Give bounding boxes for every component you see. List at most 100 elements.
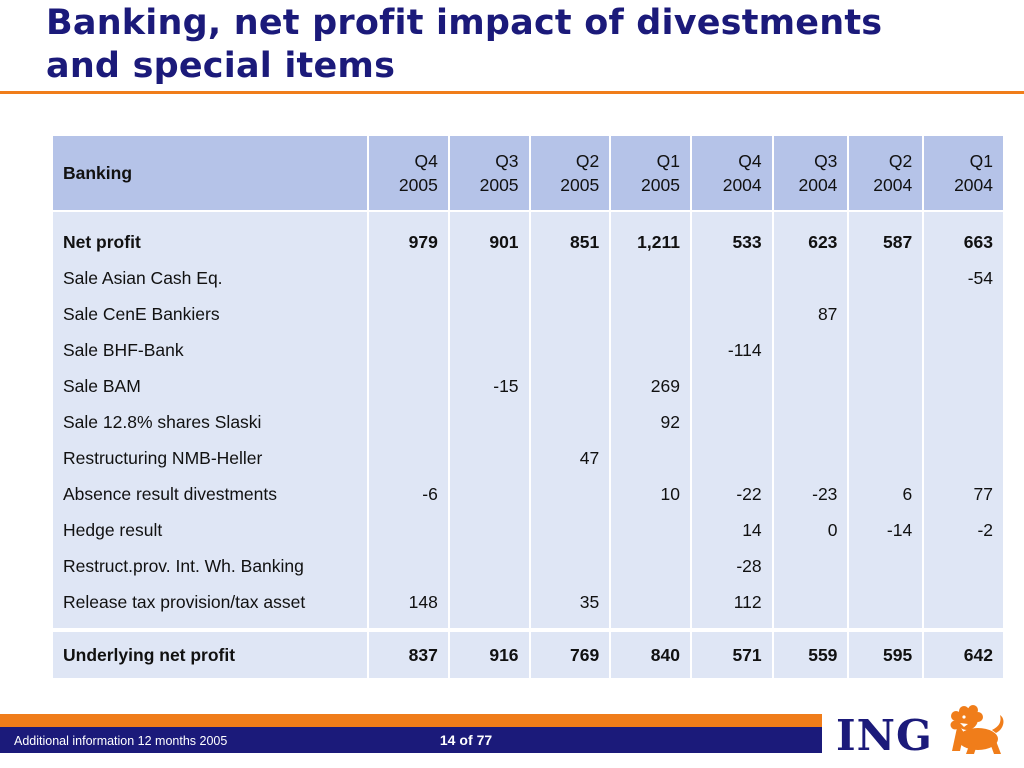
row-value: -28 — [691, 548, 772, 584]
table-row: Sale BHF-Bank -114 — [53, 332, 1003, 368]
row-value: -2 — [924, 512, 1003, 548]
row-value — [924, 296, 1003, 332]
page-number: 14 of 77 — [420, 732, 512, 748]
row-value — [369, 260, 448, 296]
row-value — [369, 332, 448, 368]
page-current: 14 — [439, 732, 456, 748]
row-value — [924, 584, 1003, 628]
title-divider — [0, 91, 1024, 94]
row-value: 87 — [773, 296, 848, 332]
row-value — [611, 548, 690, 584]
table-row: Hedge result 14 0 -14 -2 — [53, 512, 1003, 548]
row-value — [773, 368, 848, 404]
column-year: 2004 — [873, 175, 913, 195]
footer-accent-bar — [0, 714, 822, 727]
column-quarter: Q4 — [738, 151, 762, 171]
row-value — [449, 260, 529, 296]
table-row: Sale CenE Bankiers 87 — [53, 296, 1003, 332]
row-value: 979 — [369, 212, 448, 260]
row-label: Hedge result — [53, 512, 368, 548]
row-value: 92 — [611, 404, 690, 440]
footer-bar — [0, 727, 822, 753]
row-value: 916 — [449, 632, 529, 678]
row-value — [691, 368, 772, 404]
row-value: -15 — [449, 368, 529, 404]
row-value — [691, 404, 772, 440]
row-value — [530, 296, 610, 332]
column-year: 2004 — [954, 175, 993, 195]
row-value — [773, 584, 848, 628]
row-value — [924, 332, 1003, 368]
row-value — [369, 296, 448, 332]
row-label: Absence result divestments — [53, 476, 368, 512]
row-label: Restructuring NMB-Heller — [53, 440, 368, 476]
column-header: Q2 2005 — [530, 136, 610, 212]
column-quarter: Q3 — [814, 151, 838, 171]
column-quarter: Q2 — [888, 151, 913, 171]
row-value — [449, 332, 529, 368]
row-value — [530, 476, 610, 512]
row-value — [849, 296, 923, 332]
column-header: Q1 2004 — [924, 136, 1003, 212]
row-value — [449, 404, 529, 440]
table-row: Sale BAM -15 269 — [53, 368, 1003, 404]
row-value — [924, 548, 1003, 584]
row-value — [369, 440, 448, 476]
row-label: Underlying net profit — [53, 632, 368, 678]
row-value — [924, 368, 1003, 404]
column-year: 2005 — [479, 175, 519, 195]
column-header: Q3 2005 — [449, 136, 529, 212]
column-quarter: Q1 — [969, 151, 993, 171]
row-value: 769 — [530, 632, 610, 678]
column-quarter: Q2 — [575, 151, 600, 171]
row-value — [849, 260, 923, 296]
row-value: 533 — [691, 212, 772, 260]
row-label: Sale CenE Bankiers — [53, 296, 368, 332]
row-value — [611, 332, 690, 368]
page-total: 77 — [476, 732, 493, 748]
row-value — [369, 548, 448, 584]
table-row: Net profit 979 901 851 1,211 533 623 587 663 — [53, 212, 1003, 260]
row-label: Restruct.prov. Int. Wh. Banking — [53, 548, 368, 584]
column-quarter: Q4 — [414, 151, 438, 171]
column-year: 2005 — [641, 175, 680, 195]
row-value — [449, 584, 529, 628]
table-body: Net profit 979 901 851 1,211 533 623 587 663 Sale… — [53, 212, 1003, 678]
row-value: 269 — [611, 368, 690, 404]
row-value: 851 — [530, 212, 610, 260]
row-value: 663 — [924, 212, 1003, 260]
row-value — [369, 404, 448, 440]
row-value: 47 — [530, 440, 610, 476]
row-value — [924, 404, 1003, 440]
row-value: 10 — [611, 476, 690, 512]
row-value — [530, 368, 610, 404]
row-value — [369, 512, 448, 548]
row-value — [691, 260, 772, 296]
row-value — [369, 368, 448, 404]
row-value: 77 — [924, 476, 1003, 512]
row-value — [530, 512, 610, 548]
table-row: Absence result divestments -6 10 -22 -23 6 77 — [53, 476, 1003, 512]
row-value: -6 — [369, 476, 448, 512]
separator-cell — [53, 628, 1003, 632]
row-value: -54 — [924, 260, 1003, 296]
logo-wordmark: ING — [836, 711, 933, 760]
row-value — [849, 584, 923, 628]
slide-title-line-1: Banking, net profit impact of divestment… — [46, 3, 883, 43]
row-value — [449, 512, 529, 548]
column-header: Q4 2005 — [369, 136, 448, 212]
row-value — [449, 548, 529, 584]
row-value: -14 — [849, 512, 923, 548]
row-label: Release tax provision/tax asset — [53, 584, 368, 628]
row-value — [530, 404, 610, 440]
row-value — [773, 548, 848, 584]
row-value — [449, 296, 529, 332]
row-value — [530, 548, 610, 584]
row-value: 14 — [691, 512, 772, 548]
row-value: 0 — [773, 512, 848, 548]
slide-title: Banking, net profit impact of divestment… — [46, 2, 882, 88]
row-value — [849, 548, 923, 584]
row-value — [924, 440, 1003, 476]
page-of: of — [459, 732, 473, 748]
slide-title-line-2: and special items — [46, 46, 396, 86]
